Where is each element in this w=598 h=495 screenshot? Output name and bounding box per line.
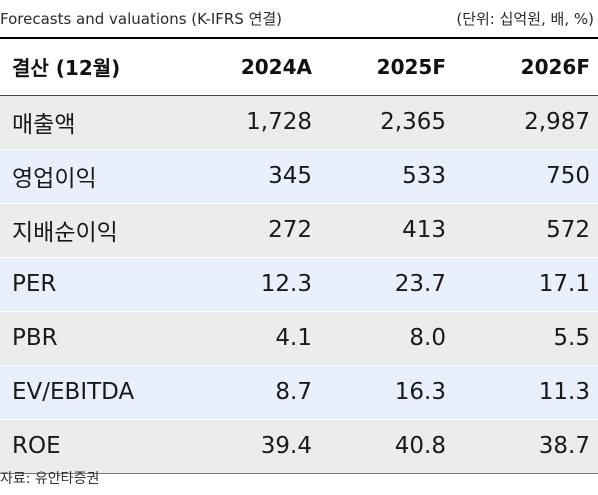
cell-value: 533 — [320, 149, 454, 204]
cell-value: 11.3 — [454, 365, 598, 420]
cell-value: 572 — [454, 203, 598, 258]
cell-value: 23.7 — [320, 257, 454, 312]
cell-value: 345 — [190, 149, 320, 204]
row-label: 매출액 — [0, 95, 190, 150]
cell-value: 2,987 — [454, 95, 598, 150]
cell-value: 750 — [454, 149, 598, 204]
cell-value: 1,728 — [190, 95, 320, 150]
cell-value: 38.7 — [454, 419, 598, 474]
cell-value: 2,365 — [320, 95, 454, 150]
cell-value: 8.0 — [320, 311, 454, 366]
row-label: 지배순이익 — [0, 203, 190, 258]
table-title: Forecasts and valuations (K-IFRS 연결) — [0, 9, 283, 28]
table-row: ROE 39.4 40.8 38.7 — [0, 419, 598, 474]
header-fiscal-year: 결산 (12월) — [0, 39, 190, 96]
header-2026f: 2026F — [454, 39, 598, 96]
table-row: PER 12.3 23.7 17.1 — [0, 257, 598, 312]
row-label: 영업이익 — [0, 149, 190, 204]
table-row: 매출액 1,728 2,365 2,987 — [0, 95, 598, 150]
row-label: PER — [0, 257, 190, 312]
forecast-table: 결산 (12월) 2024A 2025F 2026F 매출액 1,728 2,3… — [0, 39, 598, 474]
row-label: ROE — [0, 419, 190, 474]
table-row: EV/EBITDA 8.7 16.3 11.3 — [0, 365, 598, 420]
cell-value: 8.7 — [190, 365, 320, 420]
unit-note: (단위: 십억원, 배, %) — [456, 9, 594, 28]
header-2024a: 2024A — [190, 39, 320, 96]
header-2025f: 2025F — [320, 39, 454, 96]
table-row: 영업이익 345 533 750 — [0, 149, 598, 204]
cell-value: 17.1 — [454, 257, 598, 312]
cell-value: 5.5 — [454, 311, 598, 366]
table-row: PBR 4.1 8.0 5.5 — [0, 311, 598, 366]
table-row: 지배순이익 272 413 572 — [0, 203, 598, 258]
cell-value: 272 — [190, 203, 320, 258]
row-label: EV/EBITDA — [0, 365, 190, 420]
row-label: PBR — [0, 311, 190, 366]
cell-value: 4.1 — [190, 311, 320, 366]
cell-value: 16.3 — [320, 365, 454, 420]
cell-value: 40.8 — [320, 419, 454, 474]
source-note: 자료: 유안타증권 — [0, 471, 100, 487]
top-rule — [0, 37, 598, 39]
header-row: 결산 (12월) 2024A 2025F 2026F — [0, 39, 598, 96]
caption-row: Forecasts and valuations (K-IFRS 연결) (단위… — [0, 0, 598, 36]
cell-value: 39.4 — [190, 419, 320, 474]
cell-value: 12.3 — [190, 257, 320, 312]
cell-value: 413 — [320, 203, 454, 258]
